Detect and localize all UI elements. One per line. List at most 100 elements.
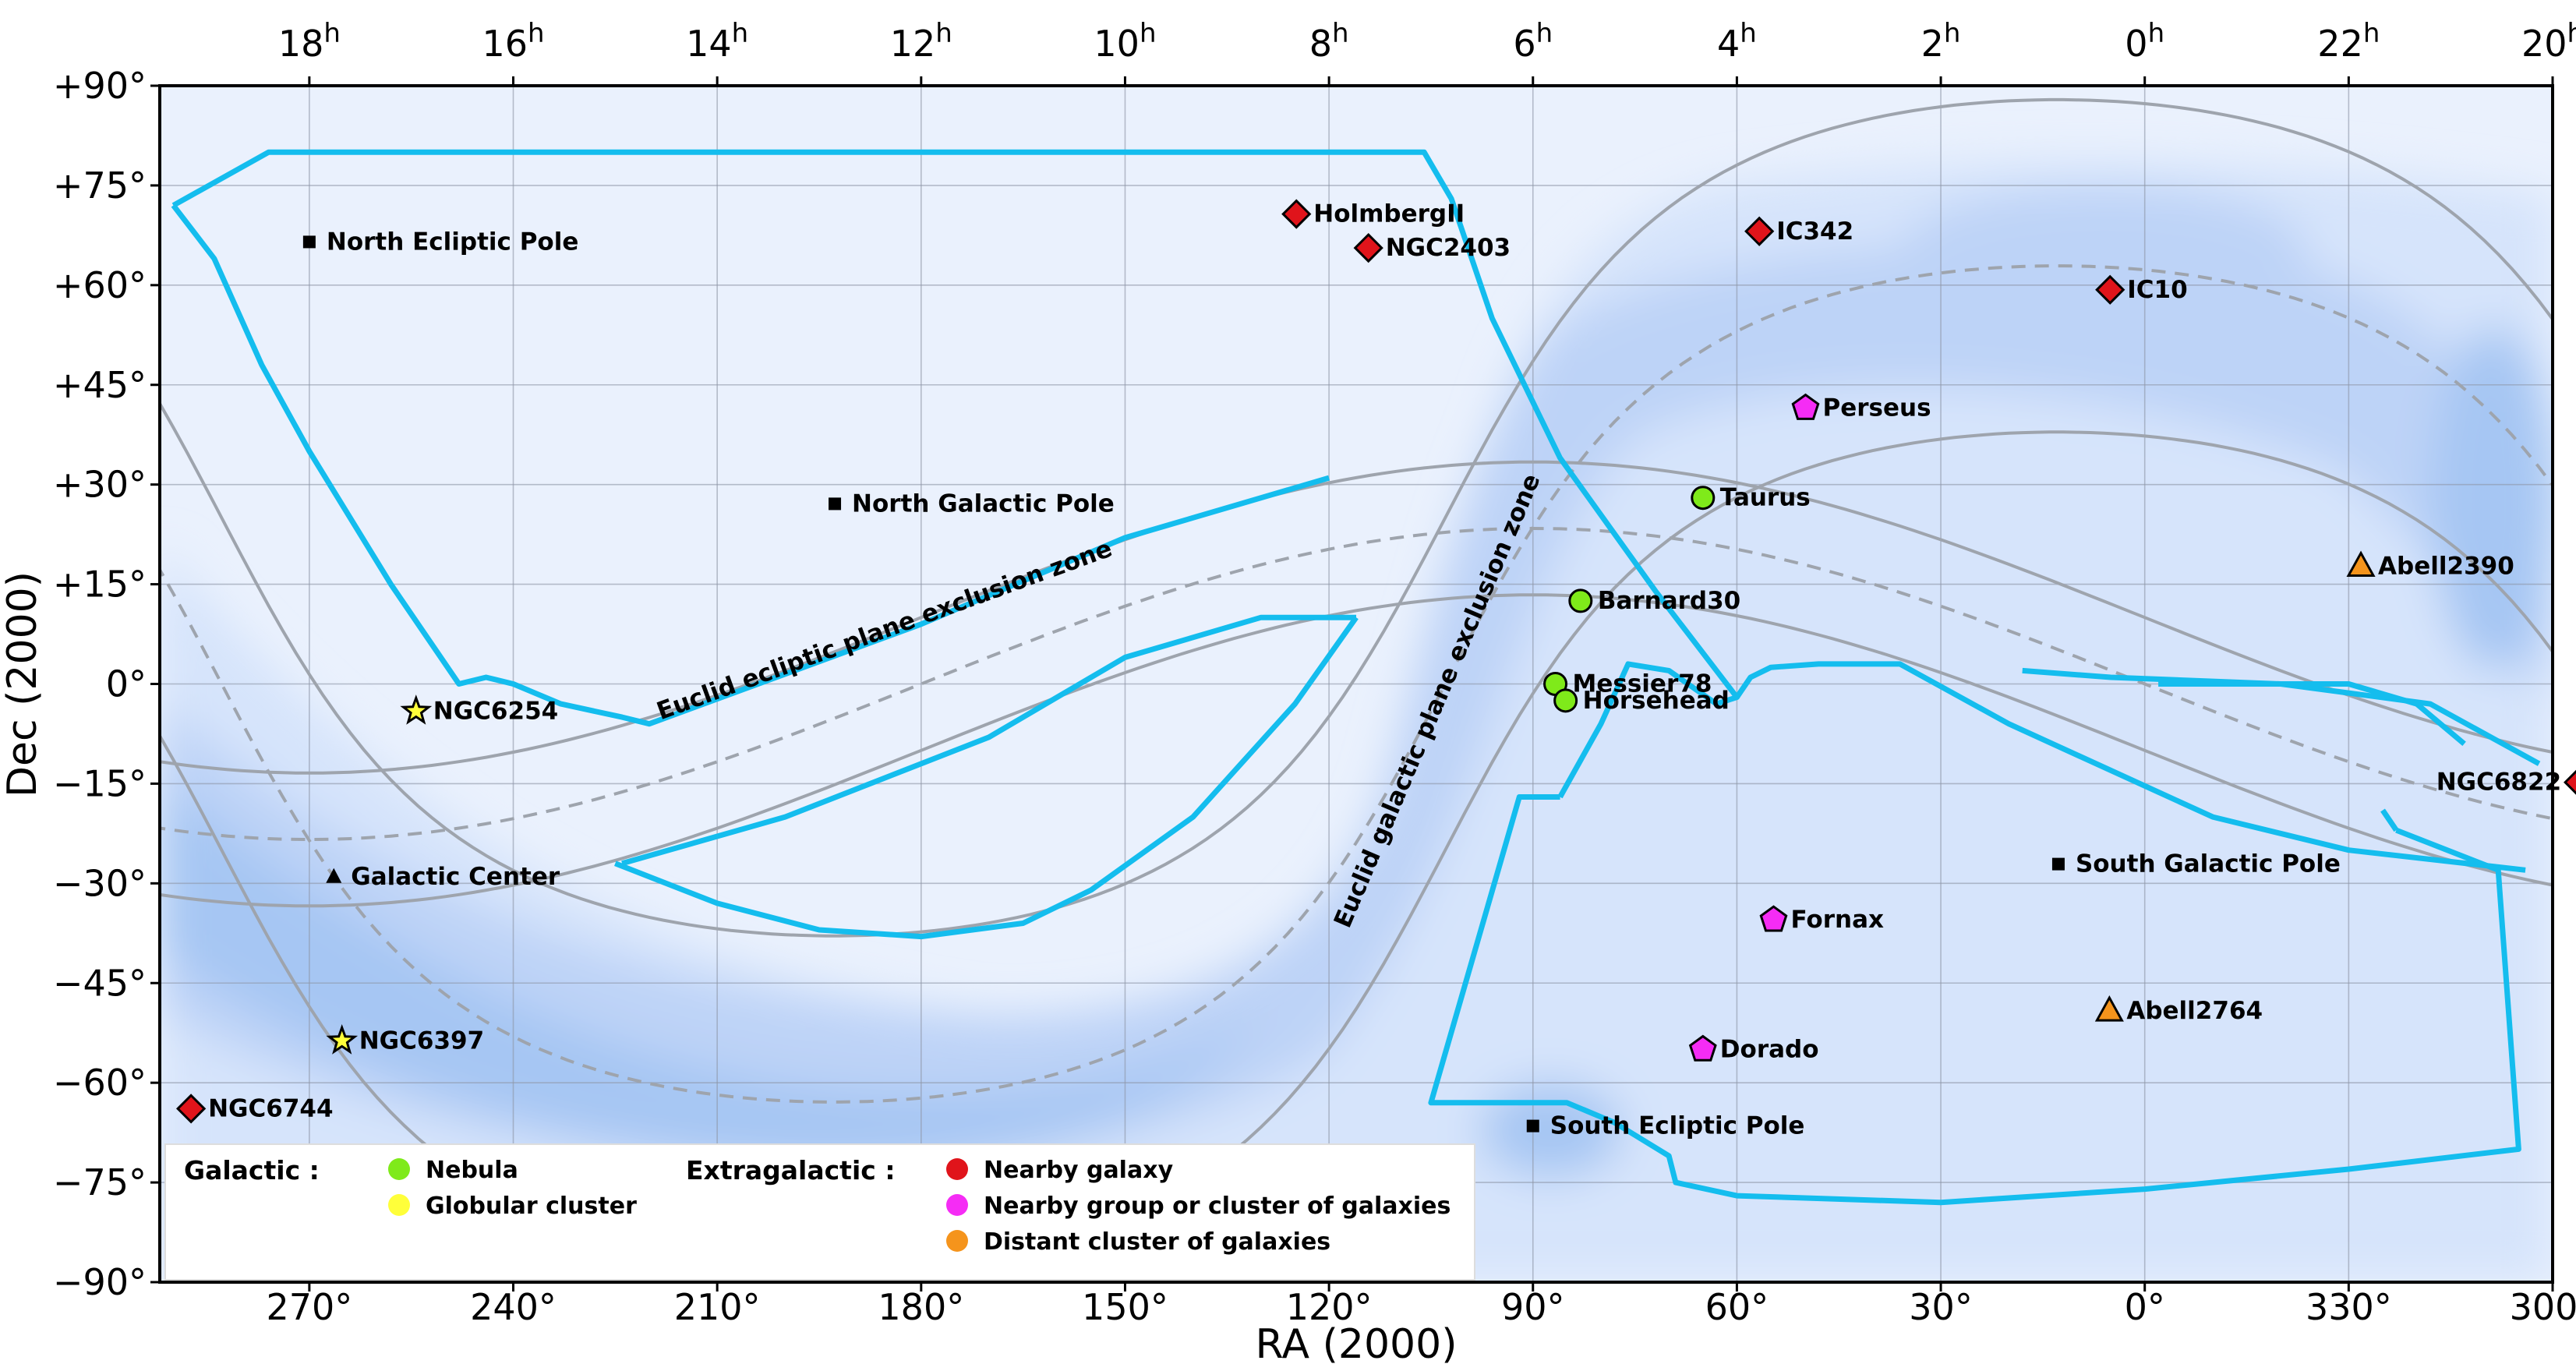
marker-abell2390: Abell2390 bbox=[2346, 550, 2514, 581]
marker-ngc6254: NGC6254 bbox=[400, 694, 558, 725]
footprint-ecliptic-south-arc bbox=[614, 616, 1359, 940]
legend-box bbox=[164, 1143, 1475, 1281]
galactic-center-line bbox=[160, 264, 2553, 1104]
grid bbox=[160, 86, 2553, 1282]
bottom-tick-label: 120° bbox=[1286, 1286, 1373, 1328]
legend-label-extragalactic-1: Nearby group or cluster of galaxies bbox=[984, 1193, 1451, 1220]
density-blob-west bbox=[2432, 327, 2553, 670]
legend-dot-extragalactic-2 bbox=[946, 1230, 968, 1252]
footprint-small-wedge bbox=[2158, 681, 2466, 746]
top-tick-label: 14h bbox=[686, 18, 748, 65]
footprint-south-join bbox=[2380, 808, 2399, 832]
left-tick-label: −15° bbox=[53, 762, 147, 804]
ecliptic-north-edge bbox=[160, 460, 2553, 775]
density-band-inner bbox=[160, 779, 1263, 1163]
object-label: IC342 bbox=[1776, 217, 1853, 246]
footprint-south bbox=[1428, 794, 2521, 1206]
object-label: NGC6744 bbox=[208, 1094, 333, 1122]
density-blob-lmc bbox=[1481, 1083, 1621, 1177]
bottom-tick-label: 0° bbox=[2125, 1286, 2165, 1328]
object-label: Horsehead bbox=[1583, 687, 1730, 715]
top-tick-label: 12h bbox=[890, 18, 952, 65]
top-tick-label: 6h bbox=[1513, 18, 1553, 65]
footprint-north bbox=[171, 149, 2526, 873]
marker-holmbergii: HolmbergII bbox=[1281, 199, 1465, 229]
marker-barnard30: Barnard30 bbox=[1568, 587, 1740, 615]
object-label: NGC6822 bbox=[2436, 769, 2561, 797]
bottom-axis-ticks: 270° 240° 210° 180° 150° 120° 90° 60° 30° 0° 330° 3… bbox=[266, 1282, 2576, 1328]
marker-south-ecliptic-pole: South Ecliptic Pole bbox=[1526, 1112, 1805, 1140]
object-label: Barnard30 bbox=[1598, 587, 1740, 615]
marker-south-galactic-pole: South Galactic Pole bbox=[2051, 850, 2341, 878]
object-label: North Ecliptic Pole bbox=[327, 228, 579, 256]
marker-fornax: Fornax bbox=[1759, 905, 1885, 934]
object-label: NGC6397 bbox=[359, 1027, 484, 1055]
left-tick-label: −90° bbox=[53, 1261, 147, 1303]
left-tick-label: +45° bbox=[53, 364, 147, 406]
legend-label-galactic-0: Nebula bbox=[426, 1157, 518, 1184]
marker-ngc6822: NGC6822 bbox=[2436, 769, 2576, 797]
legend-galactic-title: Galactic : bbox=[184, 1155, 320, 1186]
legend-label-extragalactic-2: Distant cluster of galaxies bbox=[984, 1228, 1330, 1256]
left-axis-ticks: +90° +75° +60° +45° +30° +15° 0° −15° −30° −45° −6… bbox=[53, 65, 160, 1303]
marker-horsehead: Horsehead bbox=[1553, 687, 1730, 715]
ecliptic-south-edge bbox=[160, 593, 2553, 908]
bottom-tick-label: 150° bbox=[1082, 1286, 1168, 1328]
y-axis-title: Dec (2000) bbox=[0, 571, 46, 797]
density-blob-north bbox=[1902, 187, 2307, 312]
density-band-middle bbox=[160, 244, 2553, 1171]
bottom-tick-label: 210° bbox=[674, 1286, 761, 1328]
marker-perseus: Perseus bbox=[1791, 393, 1931, 422]
object-label: North Galactic Pole bbox=[852, 489, 1115, 518]
marker-dorado: Dorado bbox=[1688, 1034, 1819, 1064]
survey-footprint bbox=[171, 149, 2541, 1206]
marker-north-ecliptic-pole: North Ecliptic Pole bbox=[302, 228, 579, 256]
left-tick-label: +30° bbox=[53, 464, 147, 506]
top-tick-label: 0h bbox=[2125, 18, 2164, 65]
legend: Galactic : Extragalactic : Nebula Globula… bbox=[164, 1143, 1475, 1281]
bottom-tick-label: 330° bbox=[2306, 1286, 2392, 1328]
bottom-tick-label: 240° bbox=[470, 1286, 557, 1328]
top-tick-label: 10h bbox=[1094, 18, 1156, 65]
footprint-ecliptic-north-edge bbox=[171, 203, 1330, 727]
top-tick-label: 16h bbox=[482, 18, 544, 65]
x-axis-title: RA (2000) bbox=[1255, 1321, 1457, 1364]
bottom-tick-label: 270° bbox=[266, 1286, 352, 1328]
left-tick-label: +15° bbox=[53, 564, 147, 606]
bottom-tick-label: 60° bbox=[1705, 1286, 1769, 1328]
marker-ngc6397: NGC6397 bbox=[326, 1024, 484, 1055]
left-tick-label: +60° bbox=[53, 264, 147, 306]
footprint-galactic-edge bbox=[1557, 661, 1738, 799]
top-tick-label: 4h bbox=[1717, 18, 1757, 65]
left-tick-label: −30° bbox=[53, 862, 147, 904]
marker-ngc6744: NGC6744 bbox=[175, 1094, 334, 1124]
density-background bbox=[160, 161, 2553, 1282]
legend-label-extragalactic-0: Nearby galaxy bbox=[984, 1157, 1174, 1184]
object-label: HolmbergII bbox=[1313, 200, 1465, 228]
object-label: South Ecliptic Pole bbox=[1550, 1112, 1805, 1140]
bottom-tick-label: 90° bbox=[1501, 1286, 1565, 1328]
object-label: NGC6254 bbox=[433, 697, 558, 725]
footprint-ecliptic-south-edge bbox=[621, 614, 1356, 867]
object-markers: North Ecliptic Pole North Galactic Pole Ga… bbox=[175, 199, 2576, 1140]
object-label: Fornax bbox=[1791, 906, 1885, 934]
marker-ic342: IC342 bbox=[1744, 216, 1853, 246]
ecliptic-center-line bbox=[160, 526, 2553, 842]
object-label: South Galactic Pole bbox=[2076, 850, 2341, 878]
marker-messier78: Messier78 bbox=[1543, 670, 1712, 698]
left-tick-label: −75° bbox=[53, 1161, 147, 1203]
legend-dot-galactic-1 bbox=[388, 1194, 410, 1216]
object-label: Abell2764 bbox=[2126, 997, 2263, 1025]
bottom-tick-label: 300° bbox=[2510, 1286, 2576, 1328]
marker-taurus: Taurus bbox=[1691, 484, 1811, 512]
top-tick-label: 22h bbox=[2317, 18, 2380, 65]
object-label: Messier78 bbox=[1573, 670, 1712, 698]
top-tick-label: 2h bbox=[1921, 18, 1961, 65]
object-label: NGC2403 bbox=[1386, 234, 1511, 262]
object-label: Taurus bbox=[1720, 484, 1811, 512]
legend-label-galactic-1: Globular cluster bbox=[426, 1193, 637, 1220]
marker-galactic-center: Galactic Center bbox=[326, 863, 560, 891]
object-label: Abell2390 bbox=[2378, 553, 2514, 581]
galactic-north-edge bbox=[160, 97, 2553, 938]
